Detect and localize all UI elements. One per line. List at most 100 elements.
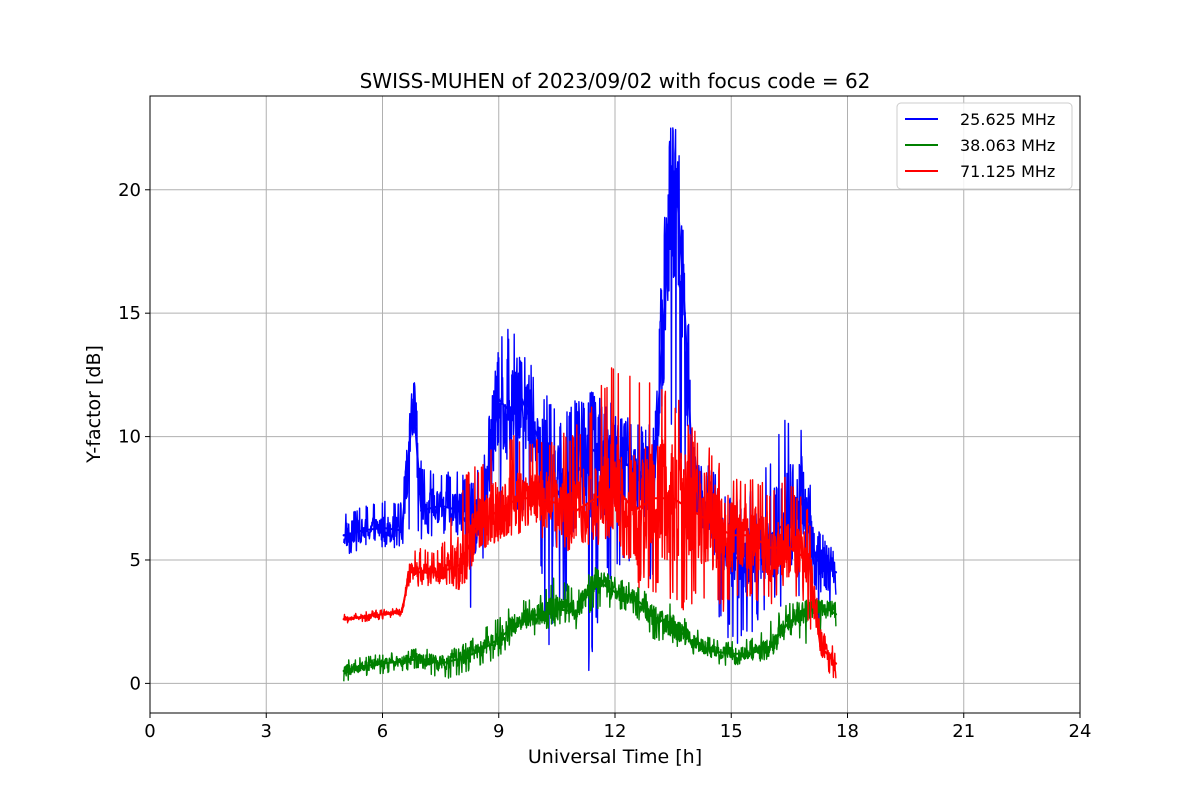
- data-point: [439, 662, 442, 665]
- data-point: [675, 188, 679, 191]
- data-point: [420, 509, 423, 512]
- x-tick-label: 3: [261, 721, 272, 742]
- data-point: [594, 578, 597, 581]
- data-point: [361, 664, 365, 668]
- series-noise-line: [343, 567, 837, 682]
- legend-label: 38.063 MHz: [960, 136, 1055, 155]
- data-point: [497, 509, 500, 512]
- data-point: [834, 571, 838, 574]
- x-axis-label: Universal Time [h]: [528, 746, 702, 768]
- data-point: [516, 497, 520, 500]
- data-point: [400, 660, 404, 663]
- data-point: [834, 662, 838, 665]
- x-tick-label: 15: [720, 721, 743, 742]
- data-point: [516, 620, 520, 623]
- data-point: [478, 650, 481, 653]
- data-point: [342, 534, 345, 537]
- data-point: [439, 504, 442, 507]
- data-point: [671, 497, 675, 500]
- data-point: [815, 558, 818, 562]
- data-point: [826, 608, 830, 611]
- series-line: [343, 484, 837, 665]
- data-point: [613, 590, 617, 594]
- data-point: [594, 497, 597, 500]
- data-point: [497, 398, 500, 401]
- data-point: [730, 534, 733, 537]
- data-point: [768, 546, 772, 549]
- data-point: [633, 509, 636, 512]
- chart-title: SWISS-MUHEN of 2023/09/02 with focus cod…: [360, 69, 871, 93]
- y-tick-label: 10: [118, 427, 141, 448]
- x-tick-label: 24: [1069, 721, 1092, 742]
- data-point: [439, 571, 442, 574]
- x-tick-label: 6: [377, 721, 388, 742]
- data-point: [497, 637, 500, 641]
- data-point: [420, 571, 423, 574]
- data-point: [478, 521, 481, 525]
- data-point: [633, 595, 636, 599]
- data-point: [400, 529, 404, 532]
- data-point: [458, 657, 462, 660]
- x-tick-label: 0: [144, 721, 155, 742]
- data-point: [536, 497, 539, 500]
- data-point: [730, 652, 733, 655]
- y-tick-label: 15: [118, 303, 141, 324]
- data-point: [381, 613, 384, 616]
- y-axis-label: Y-factor [dB]: [83, 345, 105, 464]
- y-tick-label: 0: [130, 673, 141, 694]
- data-point: [710, 521, 714, 525]
- data-point: [575, 610, 578, 613]
- data-point: [361, 529, 365, 532]
- legend: 25.625 MHz 38.063 MHz 71.125 MHz: [896, 102, 1073, 190]
- data-point: [652, 497, 655, 500]
- data-point: [788, 546, 791, 549]
- data-point: [458, 563, 462, 567]
- data-point: [668, 225, 671, 228]
- data-point: [381, 526, 384, 530]
- data-point: [520, 398, 524, 401]
- data-point: [613, 484, 617, 488]
- x-tick-label: 9: [493, 721, 504, 742]
- data-point: [408, 571, 411, 574]
- data-point: [652, 615, 655, 618]
- data-point: [361, 615, 365, 618]
- data-point: [683, 312, 686, 315]
- y-tick-label: 20: [118, 180, 141, 201]
- data-point: [834, 613, 838, 616]
- data-point: [749, 534, 752, 537]
- data-point: [575, 509, 578, 512]
- series-noise-line: [343, 367, 837, 679]
- data-point: [691, 640, 694, 643]
- data-point: [555, 502, 559, 505]
- data-point: [420, 657, 423, 660]
- data-point: [621, 460, 624, 463]
- data-point: [555, 608, 559, 611]
- data-point: [807, 558, 810, 562]
- data-point: [710, 650, 714, 653]
- data-point: [671, 625, 675, 628]
- data-point: [458, 509, 462, 512]
- data-point: [749, 652, 752, 655]
- legend-box: [896, 102, 1073, 190]
- x-tick-label: 18: [836, 721, 859, 742]
- data-point: [819, 645, 822, 648]
- x-tick-label: 12: [604, 721, 627, 742]
- tick-layer: 0 3 6 9 12 15 18 21 24 0 5 10 15 20: [118, 180, 1091, 742]
- data-point: [381, 662, 384, 665]
- data-point: [342, 618, 345, 621]
- series-layer: [342, 127, 838, 682]
- series-71-125-mhz: [342, 367, 838, 679]
- data-point: [536, 613, 539, 616]
- data-point: [342, 669, 345, 673]
- data-point: [412, 398, 415, 401]
- data-point: [788, 620, 791, 623]
- data-point: [768, 645, 772, 648]
- data-point: [509, 410, 512, 414]
- data-point: [691, 509, 694, 512]
- y-tick-label: 5: [130, 550, 141, 571]
- data-point: [400, 610, 404, 613]
- x-tick-label: 21: [952, 721, 975, 742]
- legend-label: 71.125 MHz: [960, 162, 1055, 181]
